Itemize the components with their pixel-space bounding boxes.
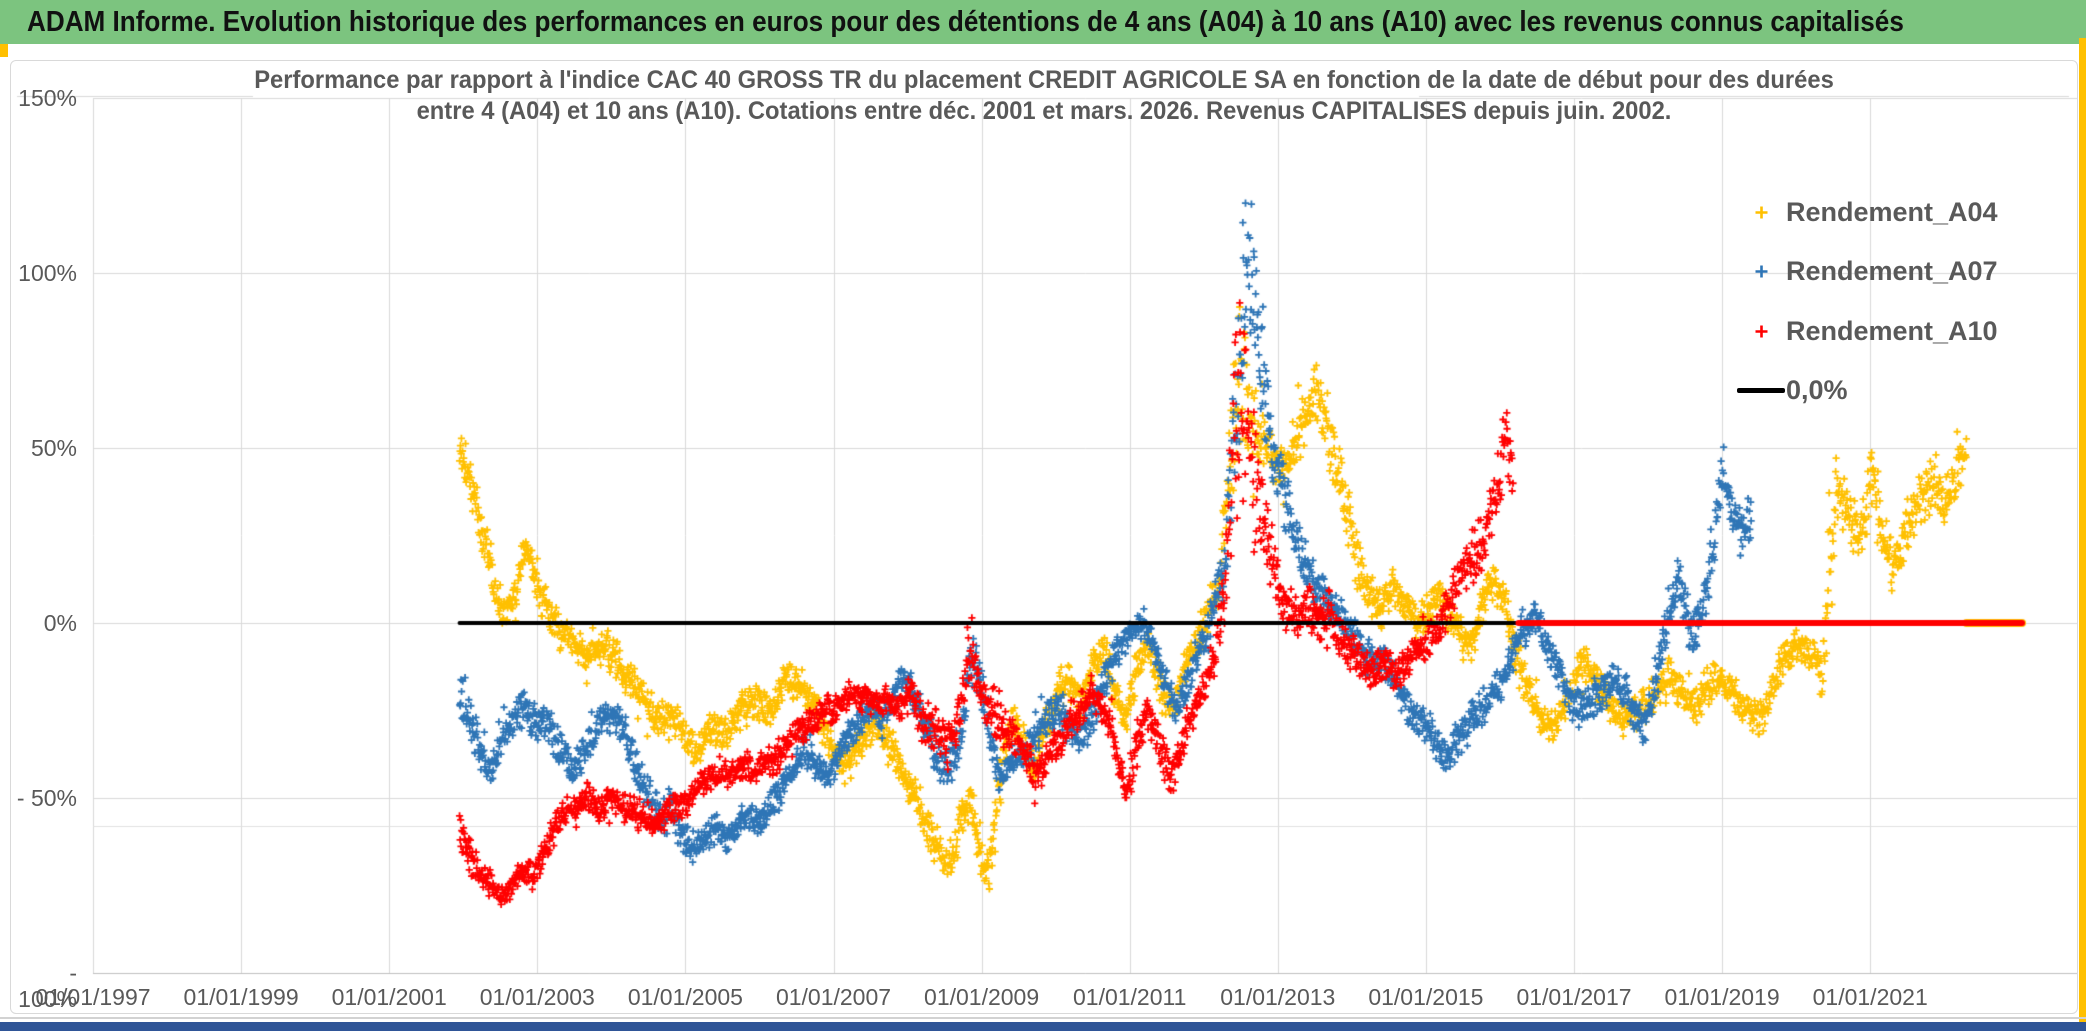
slide-bottom-bar: [0, 1022, 2086, 1031]
slide-bottom-hairline: [0, 1017, 2086, 1019]
legend-plus-marker-icon: [1736, 204, 1786, 221]
legend-item-rendement-a10: Rendement_A10: [1736, 313, 1998, 349]
y-tick-label: - 50%: [16, 785, 77, 811]
y-tick-label: 150%: [18, 85, 77, 111]
slide-edge-right-accent: [2079, 38, 2086, 1022]
y-tick-label: - 100%: [18, 960, 77, 1012]
legend-plus-marker-icon: [1736, 263, 1786, 280]
x-tick-label: 01/01/2013: [1220, 984, 1336, 1010]
legend-plus-marker-icon: [1736, 323, 1786, 340]
chart-frame: Performance par rapport à l'indice CAC 4…: [10, 60, 2078, 1014]
x-tick-label: 01/01/1997: [35, 984, 151, 1010]
performance-scatter-canvas: [11, 61, 2077, 1013]
x-tick-label: 01/01/2001: [331, 984, 447, 1010]
legend-label: Rendement_A10: [1786, 315, 1998, 346]
x-tick-label: 01/01/2009: [924, 984, 1040, 1010]
zero-line-swatch: [1737, 387, 1785, 393]
x-tick-label: 01/01/2015: [1368, 984, 1484, 1010]
legend-item-rendement-a04: Rendement_A04: [1736, 194, 1998, 230]
x-tick-label: 01/01/2021: [1812, 984, 1928, 1010]
x-tick-label: 01/01/1999: [183, 984, 299, 1010]
y-tick-label: 100%: [18, 260, 77, 286]
legend-line-swatch: [1736, 387, 1786, 393]
y-tick-label: 0%: [43, 610, 77, 636]
x-tick-label: 01/01/2007: [775, 984, 892, 1010]
x-tick-label: 01/01/2011: [1072, 984, 1187, 1010]
x-tick-label: 01/01/2017: [1516, 984, 1632, 1010]
legend-label: Rendement_A04: [1786, 196, 1998, 227]
header-bar: ADAM Informe. Evolution historique des p…: [0, 0, 2086, 44]
y-tick-label: 50%: [30, 435, 77, 461]
x-tick-label: 01/01/2003: [479, 984, 595, 1010]
chart-title-line2: entre 4 (A04) et 10 ans (A10). Cotations…: [416, 97, 1672, 125]
legend-label: Rendement_A07: [1786, 255, 1998, 286]
legend-label: 0,0%: [1786, 374, 1848, 405]
slide-edge-left-accent: [0, 44, 8, 57]
chart-title: Performance par rapport à l'indice CAC 4…: [11, 65, 2077, 127]
chart-title-line1: Performance par rapport à l'indice CAC 4…: [254, 66, 1834, 94]
legend-item-rendement-a07: Rendement_A07: [1736, 253, 1998, 289]
x-tick-label: 01/01/2005: [627, 984, 743, 1010]
legend-item-0-0-: 0,0%: [1736, 372, 1848, 408]
x-tick-label: 01/01/2019: [1664, 984, 1780, 1010]
page-title: ADAM Informe. Evolution historique des p…: [27, 6, 1904, 38]
